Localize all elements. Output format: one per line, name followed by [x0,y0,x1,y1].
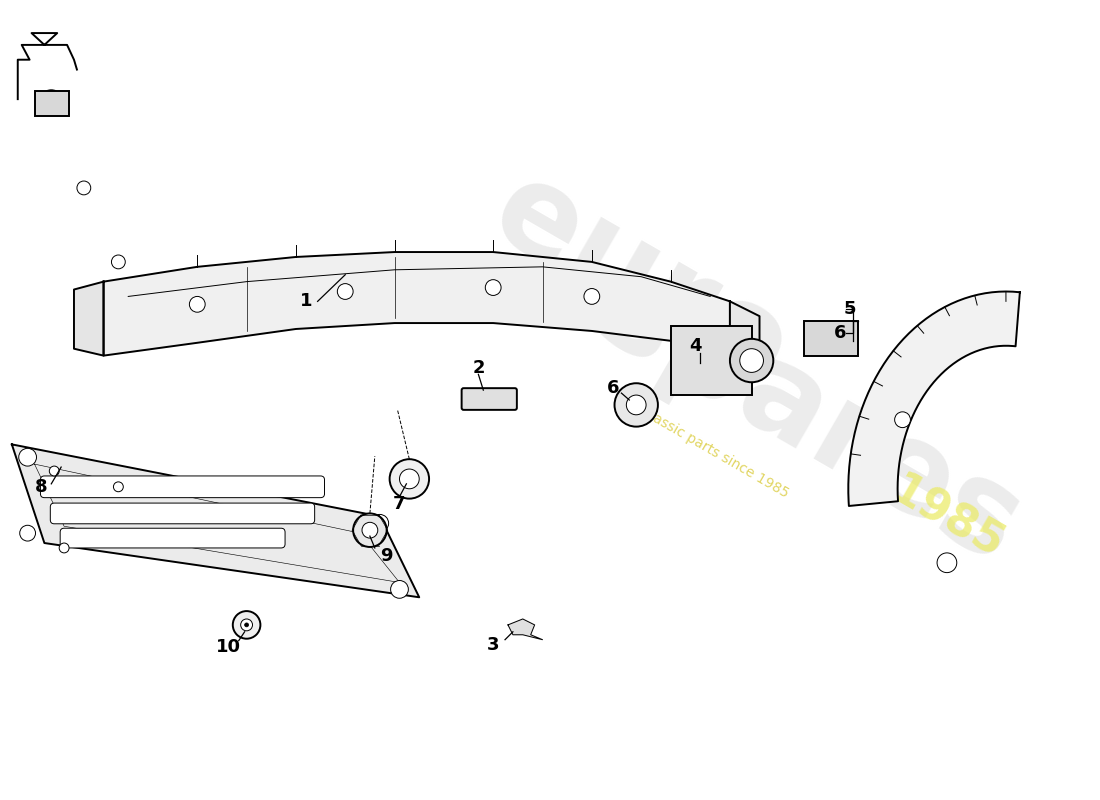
Circle shape [389,459,429,498]
Circle shape [338,284,353,299]
Text: 2: 2 [472,359,485,378]
Circle shape [390,581,408,598]
Text: a classic parts since 1985: a classic parts since 1985 [629,398,791,500]
Circle shape [615,383,658,426]
Text: 3: 3 [487,636,499,654]
Circle shape [626,395,646,414]
Circle shape [50,466,59,476]
Text: spares: spares [575,250,1042,590]
Circle shape [371,514,388,532]
Circle shape [244,623,249,627]
Text: 8: 8 [35,478,47,496]
Text: 1: 1 [299,292,312,310]
Circle shape [937,553,957,573]
Circle shape [241,619,253,631]
Polygon shape [103,252,730,356]
Circle shape [584,289,600,304]
FancyBboxPatch shape [462,388,517,410]
Text: euro: euro [472,149,811,414]
Circle shape [77,181,90,195]
Text: 7: 7 [393,494,406,513]
Text: 9: 9 [381,547,393,565]
Circle shape [362,522,377,538]
Polygon shape [848,291,1020,506]
Circle shape [59,543,69,553]
Text: 6: 6 [607,379,619,397]
Circle shape [40,90,63,114]
Polygon shape [508,619,542,640]
Circle shape [353,514,387,547]
Circle shape [189,297,206,312]
Circle shape [399,469,419,489]
Circle shape [485,280,502,295]
Text: 4: 4 [689,337,702,354]
Text: 6: 6 [834,324,847,342]
Text: 5: 5 [844,300,857,318]
Circle shape [111,255,125,269]
Bar [804,321,858,356]
Circle shape [19,448,36,466]
Circle shape [113,482,123,492]
Circle shape [730,339,773,382]
Circle shape [894,412,911,428]
Bar [34,91,69,116]
Text: 1985: 1985 [882,469,1011,568]
Circle shape [233,611,261,638]
Bar [671,326,751,395]
FancyBboxPatch shape [60,528,285,548]
Circle shape [740,349,763,372]
Polygon shape [12,444,419,598]
FancyBboxPatch shape [41,476,324,498]
Polygon shape [74,282,103,356]
FancyBboxPatch shape [51,503,315,524]
Text: 10: 10 [217,638,241,655]
Circle shape [20,526,35,541]
Polygon shape [730,302,759,356]
